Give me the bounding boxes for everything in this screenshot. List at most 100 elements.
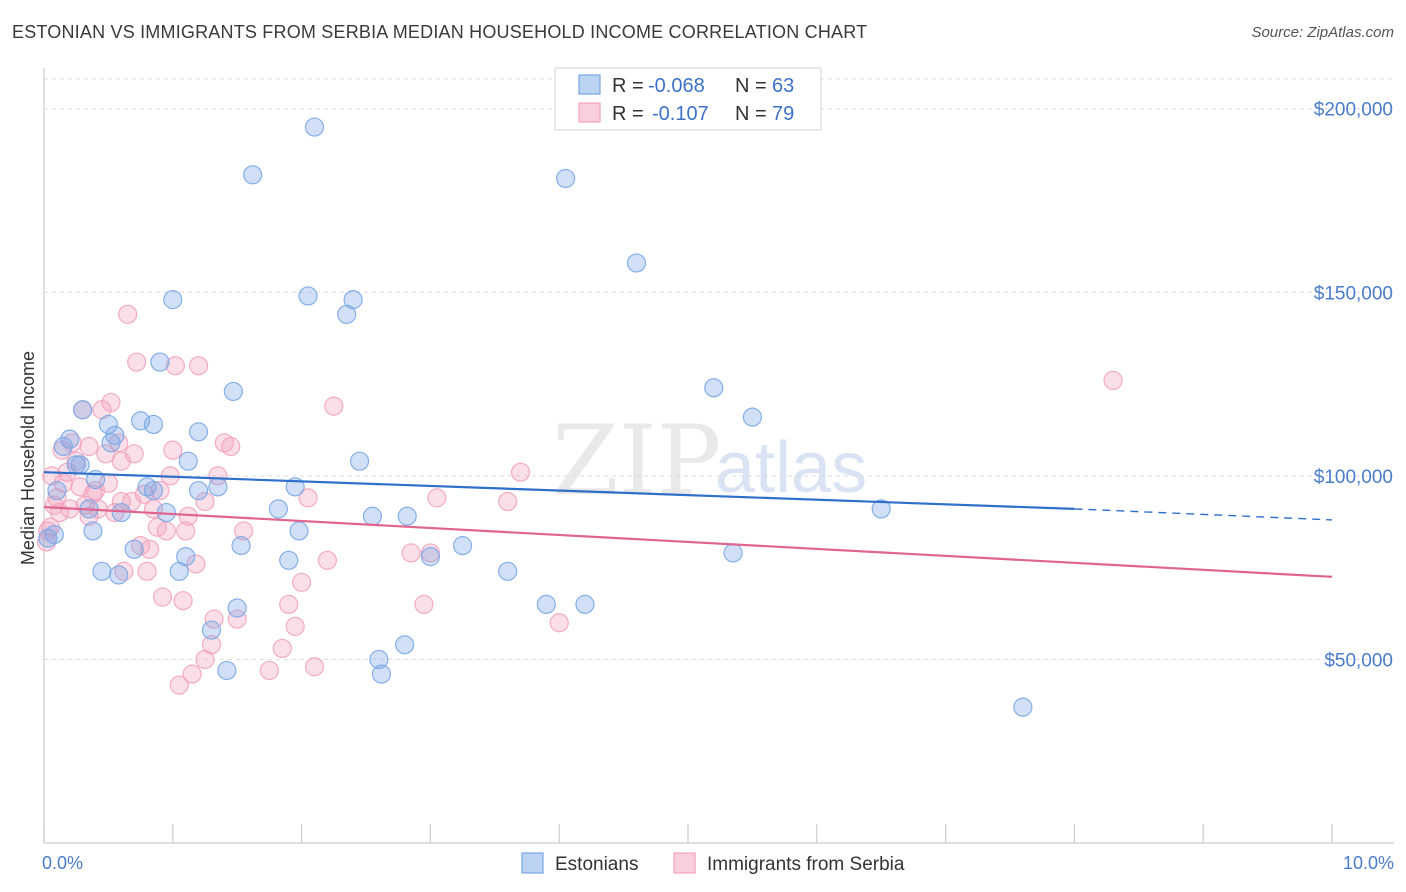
- serbia-point: [317, 550, 337, 570]
- estonian-point: [575, 594, 595, 614]
- serbia-point: [234, 521, 254, 541]
- serbia-point: [298, 488, 318, 508]
- estonian-point: [395, 635, 415, 655]
- estonian-point: [723, 543, 743, 563]
- estonian-point: [871, 499, 891, 519]
- estonian-point: [742, 407, 763, 427]
- serbia-point: [272, 638, 292, 659]
- estonian-point: [38, 528, 58, 548]
- estonian-point: [60, 429, 80, 449]
- estonian-point: [362, 506, 383, 526]
- serbia-point: [114, 561, 134, 581]
- axes: [43, 68, 1394, 844]
- bottom-legend-serbia: Immigrants from Serbia: [707, 854, 905, 875]
- serbia-point: [163, 440, 183, 460]
- estonian-point: [243, 165, 263, 185]
- source-label: Source: ZipAtlas.com: [1251, 24, 1394, 41]
- estonian-point: [536, 594, 556, 614]
- estonian-point: [109, 565, 129, 585]
- y-tick-labels: $50,000 $100,000 $150,000 $200,000: [1314, 100, 1393, 672]
- serbia-point: [227, 609, 247, 629]
- trend-lines: [43, 471, 1333, 578]
- bottom-legend-estonian: Estonians: [555, 854, 638, 875]
- serbia-point: [427, 488, 447, 508]
- legend-swatch-serbia: [578, 102, 601, 123]
- estonian-point: [498, 561, 518, 581]
- serbia-point: [285, 616, 305, 636]
- series-estonian-points: [38, 117, 1033, 717]
- serbia-point: [549, 613, 569, 633]
- trend-line-estonian: [43, 471, 1075, 510]
- estonian-point: [201, 620, 222, 640]
- serbia-point: [498, 491, 518, 512]
- estonian-point: [143, 480, 164, 501]
- legend-box: R = -0.068 N = 63 R = -0.107 N = 79: [554, 67, 822, 131]
- estonian-point: [188, 480, 209, 501]
- serbia-point: [152, 587, 173, 607]
- serbia-point: [127, 352, 147, 372]
- estonian-point: [92, 561, 112, 581]
- bottom-legend: Estonians Immigrants from Serbia: [521, 852, 905, 875]
- serbia-point: [304, 657, 325, 677]
- trend-line-estonian-extension: [1074, 508, 1333, 521]
- estonian-point: [163, 290, 183, 310]
- serbia-point: [101, 392, 121, 413]
- legend-r-label-serbia: R =: [612, 103, 644, 125]
- estonian-point: [343, 290, 363, 310]
- legend-n-value-estonian: 63: [772, 75, 794, 97]
- serbia-point: [414, 594, 434, 614]
- serbia-point: [204, 609, 224, 629]
- estonian-point: [289, 521, 309, 541]
- estonian-point: [349, 451, 370, 471]
- estonian-point: [556, 168, 576, 189]
- estonian-point: [231, 536, 251, 556]
- bottom-legend-swatch-estonian: [521, 852, 544, 874]
- estonian-point: [268, 499, 289, 519]
- estonian-point: [47, 480, 67, 501]
- estonian-point: [304, 117, 325, 137]
- y-tick-label-1: $100,000: [1314, 467, 1393, 488]
- gridlines: [44, 78, 1394, 660]
- serbia-point: [186, 554, 206, 574]
- serbia-point: [510, 462, 531, 482]
- serbia-point: [165, 356, 185, 376]
- serbia-point: [38, 521, 58, 541]
- serbia-point: [124, 444, 144, 464]
- serbia-point: [156, 521, 176, 541]
- x-tick-label-max: 10.0%: [1343, 853, 1394, 873]
- estonian-point: [105, 425, 125, 446]
- bottom-legend-swatch-serbia: [673, 852, 696, 874]
- serbia-point: [176, 521, 196, 541]
- serbia-point: [292, 572, 312, 592]
- serbia-point: [188, 356, 209, 376]
- serbia-point: [140, 539, 160, 559]
- estonian-point: [369, 649, 389, 670]
- serbia-point: [169, 675, 189, 695]
- y-tick-label-0: $50,000: [1324, 650, 1393, 671]
- legend-r-value-serbia: -0.107: [652, 103, 709, 125]
- legend-r-label-estonian: R =: [612, 75, 644, 97]
- estonian-point: [298, 286, 318, 306]
- legend-r-value-estonian: -0.068: [648, 75, 705, 97]
- estonian-point: [83, 521, 103, 541]
- estonian-point: [227, 598, 247, 618]
- serbia-point: [324, 396, 344, 416]
- serbia-point: [201, 635, 222, 655]
- serbia-point: [96, 444, 116, 464]
- serbia-point: [173, 591, 193, 611]
- estonian-point: [397, 506, 417, 526]
- serbia-point: [118, 304, 138, 324]
- serbia-point: [137, 561, 157, 581]
- estonian-point: [279, 550, 299, 570]
- serbia-point: [214, 433, 234, 453]
- watermark-zip: ZIP: [552, 405, 721, 517]
- estonian-point: [70, 455, 90, 475]
- legend-n-label-serbia: N =: [735, 103, 767, 125]
- estonian-point: [98, 414, 119, 435]
- serbia-point: [195, 491, 215, 512]
- legend-swatch-estonian: [578, 74, 601, 95]
- trend-line-serbia: [43, 505, 1333, 578]
- estonian-point: [53, 436, 73, 457]
- serbia-point: [83, 484, 103, 504]
